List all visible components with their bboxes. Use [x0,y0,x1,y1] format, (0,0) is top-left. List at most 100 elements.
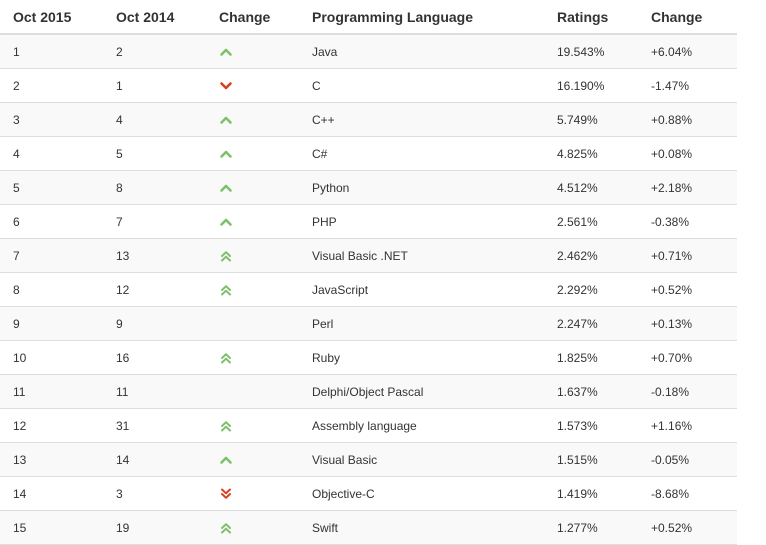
language-cell: Delphi/Object Pascal [299,374,544,409]
rank-prev-cell: 5 [103,136,206,171]
rating-change-cell: +0.88% [638,102,737,137]
rating-change-cell: +0.52% [638,272,737,307]
change-cell [206,68,299,103]
chevron-up-icon [219,45,233,59]
table-row: 9 9 Perl 2.247% +0.13% [0,306,737,341]
rating-cell: 19.543% [544,34,638,69]
table-row: 11 11 Delphi/Object Pascal 1.637% -0.18% [0,374,737,409]
rating-cell: 1.277% [544,510,638,545]
rank-now-cell: 14 [0,476,103,511]
header-ratings-change: Change [638,0,737,35]
rank-prev-cell: 8 [103,170,206,205]
language-cell: Ruby [299,340,544,375]
double-chevron-up-icon [219,521,233,535]
rating-cell: 2.462% [544,238,638,273]
language-cell: Python [299,170,544,205]
chevron-down-icon [219,79,233,93]
rank-prev-cell: 12 [103,272,206,307]
double-chevron-up-icon [219,283,233,297]
header-change: Change [206,0,299,35]
tiobe-ranking-table: Oct 2015 Oct 2014 Change Programming Lan… [0,0,737,545]
rank-now-cell: 2 [0,68,103,103]
rating-change-cell: +0.71% [638,238,737,273]
rating-change-cell: +1.16% [638,408,737,443]
change-cell [206,34,299,69]
change-cell [206,204,299,239]
rank-prev-cell: 7 [103,204,206,239]
table-row: 13 14 Visual Basic 1.515% -0.05% [0,442,737,477]
rank-now-cell: 8 [0,272,103,307]
rank-prev-cell: 13 [103,238,206,273]
rank-prev-cell: 16 [103,340,206,375]
rating-change-cell: +0.08% [638,136,737,171]
change-cell [206,442,299,477]
rating-change-cell: +0.13% [638,306,737,341]
rating-change-cell: -0.05% [638,442,737,477]
language-cell: C++ [299,102,544,137]
rank-now-cell: 5 [0,170,103,205]
rank-now-cell: 9 [0,306,103,341]
rating-change-cell: -0.18% [638,374,737,409]
table-row: 10 16 Ruby 1.825% +0.70% [0,340,737,375]
language-cell: Assembly language [299,408,544,443]
header-language: Programming Language [299,0,544,35]
rating-cell: 4.825% [544,136,638,171]
rating-change-cell: +0.52% [638,510,737,545]
rating-cell: 2.292% [544,272,638,307]
language-cell: PHP [299,204,544,239]
rank-prev-cell: 14 [103,442,206,477]
rank-now-cell: 13 [0,442,103,477]
rating-change-cell: +6.04% [638,34,737,69]
rating-change-cell: +0.70% [638,340,737,375]
rating-cell: 1.515% [544,442,638,477]
rating-cell: 1.637% [544,374,638,409]
table-row: 4 5 C# 4.825% +0.08% [0,136,737,171]
rating-change-cell: -8.68% [638,476,737,511]
rating-change-cell: +2.18% [638,170,737,205]
rating-change-cell: -0.38% [638,204,737,239]
chevron-up-icon [219,147,233,161]
table-row: 14 3 Objective-C 1.419% -8.68% [0,476,737,511]
rating-cell: 1.825% [544,340,638,375]
language-cell: Visual Basic .NET [299,238,544,273]
rank-now-cell: 3 [0,102,103,137]
rating-cell: 4.512% [544,170,638,205]
rating-cell: 2.561% [544,204,638,239]
language-cell: C [299,68,544,103]
rank-prev-cell: 1 [103,68,206,103]
rating-cell: 1.419% [544,476,638,511]
language-cell: Objective-C [299,476,544,511]
double-chevron-up-icon [219,249,233,263]
rank-prev-cell: 4 [103,102,206,137]
rating-cell: 16.190% [544,68,638,103]
table-row: 12 31 Assembly language 1.573% +1.16% [0,408,737,443]
rank-now-cell: 12 [0,408,103,443]
double-chevron-up-icon [219,351,233,365]
language-cell: Visual Basic [299,442,544,477]
rank-now-cell: 11 [0,374,103,409]
rating-cell: 2.247% [544,306,638,341]
header-ratings: Ratings [544,0,638,35]
change-cell [206,272,299,307]
table-row: 6 7 PHP 2.561% -0.38% [0,204,737,239]
rank-now-cell: 15 [0,510,103,545]
rank-prev-cell: 19 [103,510,206,545]
table-row: 1 2 Java 19.543% +6.04% [0,34,737,69]
table-row: 5 8 Python 4.512% +2.18% [0,170,737,205]
rank-prev-cell: 3 [103,476,206,511]
change-cell [206,306,299,341]
change-cell [206,510,299,545]
change-cell [206,170,299,205]
change-cell [206,408,299,443]
double-chevron-up-icon [219,419,233,433]
rating-change-cell: -1.47% [638,68,737,103]
rank-prev-cell: 11 [103,374,206,409]
change-cell [206,102,299,137]
rating-cell: 5.749% [544,102,638,137]
language-cell: Perl [299,306,544,341]
double-chevron-down-icon [219,487,233,501]
rank-now-cell: 7 [0,238,103,273]
chevron-up-icon [219,181,233,195]
change-cell [206,340,299,375]
table-row: 2 1 C 16.190% -1.47% [0,68,737,103]
